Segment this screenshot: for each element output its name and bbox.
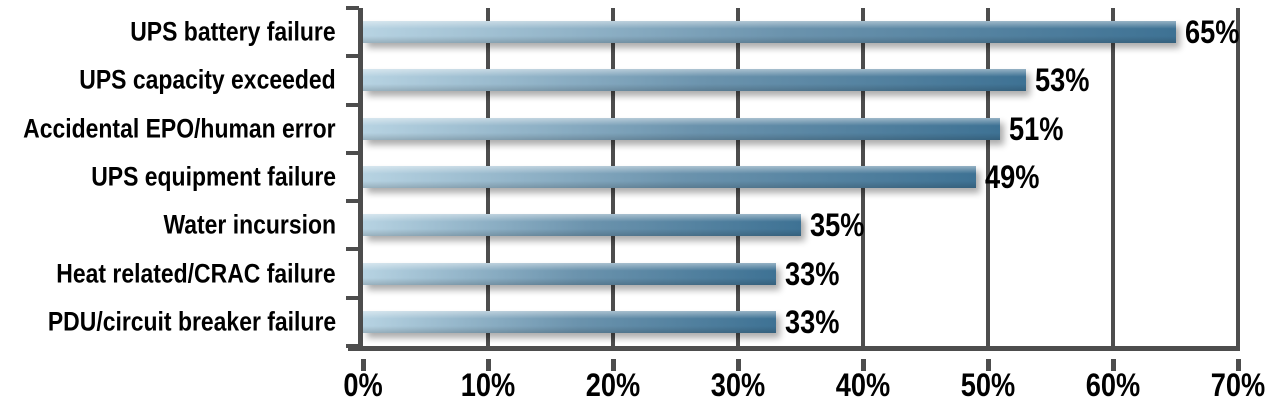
x-tick-label: 40% <box>835 367 891 403</box>
gridline <box>1111 8 1115 346</box>
bar-row: Accidental EPO/human error 51% <box>24 105 1238 153</box>
bar: 35% <box>363 209 864 241</box>
x-tick-label: 50% <box>960 367 1016 403</box>
x-tick-label: 60% <box>1085 367 1141 403</box>
bar-row: UPS battery failure 65% <box>131 8 1239 56</box>
y-tick <box>346 150 359 155</box>
bar: 33% <box>363 306 839 338</box>
category-label: Accidental EPO/human error <box>23 113 336 144</box>
category-label: UPS equipment failure <box>91 161 336 192</box>
x-tick-label: 0% <box>343 367 383 403</box>
bar-value-label: 33% <box>784 255 839 292</box>
bar: 53% <box>363 64 1089 96</box>
bar-value-label: 33% <box>784 303 839 340</box>
x-tick-label: 10% <box>460 367 516 403</box>
y-tick <box>346 102 359 107</box>
x-tick <box>986 359 991 371</box>
category-label: Water incursion <box>163 209 336 240</box>
y-tick <box>346 247 359 252</box>
category-label: UPS capacity exceeded <box>79 64 336 95</box>
x-tick <box>361 359 366 371</box>
bar-row: Heat related/CRAC failure 33% <box>57 249 1238 297</box>
x-tick-label: 30% <box>710 367 766 403</box>
bar-rows: UPS battery failure 65% UPS capacity exc… <box>24 8 1239 346</box>
bar-row: PDU/circuit breaker failure 33% <box>48 298 1238 346</box>
bar-row: Water incursion 35% <box>163 201 1238 249</box>
bar: 33% <box>363 258 839 290</box>
x-tick <box>1236 359 1241 371</box>
y-tick <box>346 295 359 300</box>
plot-area: 0% 10% 20% 30% 40% 50% 60% 70% UPS batte… <box>24 6 1265 401</box>
x-tick-label: 20% <box>585 367 641 403</box>
gridline <box>986 8 990 346</box>
x-tick <box>860 359 866 371</box>
y-tick <box>346 344 359 348</box>
category-label: UPS battery failure <box>130 16 336 47</box>
x-tick <box>736 359 741 371</box>
y-tick <box>346 54 359 59</box>
bar-row: UPS capacity exceeded 53% <box>80 56 1238 104</box>
bar: 65% <box>363 16 1239 48</box>
bar-value-label: 35% <box>809 207 864 244</box>
gridline <box>1236 8 1240 346</box>
category-label: PDU/circuit breaker failure <box>47 306 336 337</box>
y-tick <box>346 6 359 10</box>
bar-value-label: 49% <box>984 158 1039 195</box>
y-axis-line <box>358 8 363 351</box>
category-label: Heat related/CRAC failure <box>56 258 336 289</box>
x-tick <box>610 359 616 371</box>
bar-value-label: 53% <box>1034 62 1089 99</box>
x-tick <box>1111 359 1116 371</box>
bar: 51% <box>363 113 1064 145</box>
x-axis-line <box>348 346 1240 351</box>
bar-row: UPS equipment failure 49% <box>91 153 1238 201</box>
y-tick <box>346 199 359 204</box>
bar-value-label: 51% <box>1009 110 1064 147</box>
x-tick <box>485 359 491 371</box>
bar: 49% <box>363 161 1039 193</box>
bar-value-label: 65% <box>1184 14 1239 51</box>
x-tick-label: 70% <box>1210 367 1266 403</box>
